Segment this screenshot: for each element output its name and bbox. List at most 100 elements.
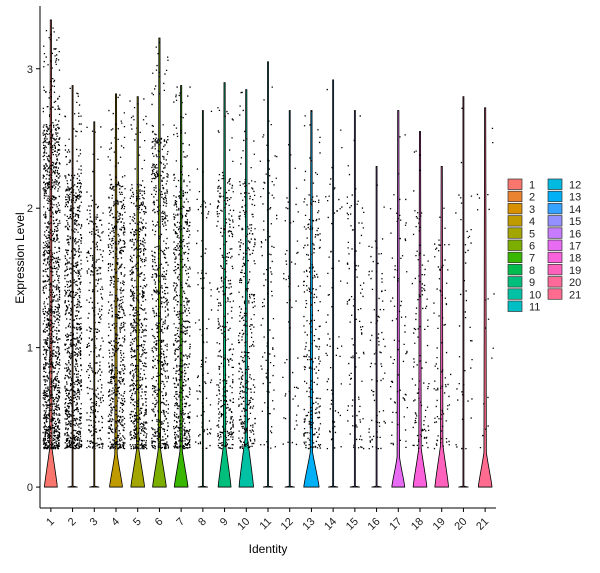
legend-swatch-12 (547, 178, 563, 190)
violin-group-14 (325, 79, 343, 488)
legend-swatch-6 (507, 239, 523, 251)
violin-2 (67, 85, 78, 488)
violin-20 (458, 96, 469, 488)
x-tick-label-6: 6 (153, 516, 166, 529)
violin-21 (477, 107, 493, 488)
violin-group-20 (455, 96, 473, 488)
points-6 (151, 41, 170, 450)
violin-11 (262, 61, 274, 488)
violin-group-2 (64, 85, 83, 488)
violin-4 (109, 93, 123, 488)
legend-item-5: 5 (507, 227, 535, 240)
violin-13 (303, 110, 320, 488)
legend-label-1: 1 (529, 180, 535, 192)
legend-swatch-8 (507, 264, 523, 276)
legend-label-3: 3 (529, 204, 535, 216)
x-tick-label-17: 17 (387, 516, 404, 533)
legend-label-12: 12 (569, 180, 581, 192)
legend-item-21: 21 (547, 288, 581, 301)
y-tick-label-3: 3 (27, 64, 33, 76)
legend-item-18: 18 (547, 251, 581, 265)
legend-swatch-15 (547, 215, 563, 227)
legend-label-14: 14 (569, 204, 581, 216)
violin-7 (173, 85, 189, 488)
violin-15 (349, 110, 360, 488)
legend-item-19: 19 (547, 264, 581, 277)
legend-label-13: 13 (569, 192, 581, 204)
violin-group-18 (411, 131, 430, 488)
legend-swatch-17 (547, 239, 563, 251)
points-4 (107, 94, 126, 450)
violin-6 (152, 37, 167, 488)
points-1 (42, 27, 61, 450)
x-tick-label-10: 10 (235, 516, 252, 533)
legend-item-9: 9 (507, 276, 535, 289)
legend-swatch-7 (507, 251, 523, 264)
x-tick-label-1: 1 (44, 516, 57, 529)
points-13 (303, 110, 322, 450)
plot-area (42, 19, 495, 488)
x-tick-label-20: 20 (452, 516, 469, 533)
x-tick-label-8: 8 (196, 516, 209, 529)
y-tick-label-1: 1 (27, 343, 33, 355)
legend-item-16: 16 (547, 227, 581, 240)
violin-3 (89, 121, 100, 488)
x-tick-label-11: 11 (258, 516, 275, 533)
legend-swatch-11 (507, 300, 523, 312)
x-tick-label-16: 16 (366, 516, 383, 533)
x-tick-label-2: 2 (66, 516, 79, 529)
violin-group-16 (368, 165, 386, 488)
points-12 (282, 144, 300, 446)
points-7 (172, 86, 191, 450)
legend-label-21: 21 (569, 289, 581, 301)
legend-swatch-3 (507, 203, 523, 215)
x-axis-label: Identity (249, 542, 288, 556)
violin-group-6 (151, 37, 170, 488)
x-tick-label-3: 3 (88, 516, 101, 529)
legend-swatch-4 (507, 215, 523, 227)
violin-group-11 (259, 61, 278, 488)
points-2 (64, 87, 83, 450)
x-tick-label-7: 7 (174, 516, 187, 529)
points-5 (129, 98, 148, 450)
x-tick-label-9: 9 (218, 516, 231, 529)
legend-swatch-16 (547, 227, 563, 239)
y-tick-label-0: 0 (27, 482, 33, 494)
violin-group-3 (86, 121, 104, 488)
violin-group-7 (172, 85, 191, 488)
legend-swatch-18 (547, 251, 563, 264)
legend-item-10: 10 (507, 288, 541, 301)
legend-label-4: 4 (529, 216, 535, 228)
legend-label-16: 16 (569, 228, 581, 240)
legend-label-8: 8 (529, 265, 535, 277)
legend-swatch-21 (547, 288, 563, 300)
violin-group-8 (194, 110, 213, 488)
x-tick-label-19: 19 (431, 516, 448, 533)
legend-item-14: 14 (547, 203, 581, 216)
legend-item-2: 2 (507, 190, 535, 204)
x-tick-label-15: 15 (344, 516, 361, 533)
legend-label-20: 20 (569, 277, 581, 289)
legend-label-18: 18 (569, 253, 581, 265)
violin-5 (130, 96, 145, 488)
legend-label-9: 9 (529, 277, 535, 289)
violin-1 (44, 19, 58, 488)
violin-group-17 (389, 110, 408, 488)
legend-item-1: 1 (507, 178, 535, 192)
violin-group-1 (42, 19, 61, 488)
violin-12 (284, 110, 295, 488)
legend-swatch-14 (547, 203, 563, 215)
legend-label-7: 7 (529, 253, 535, 265)
legend-item-13: 13 (547, 190, 581, 204)
legend-item-11: 11 (507, 300, 540, 314)
legend-label-11: 11 (529, 302, 540, 314)
x-tick-label-18: 18 (409, 516, 426, 533)
legend-item-20: 20 (547, 276, 581, 289)
violin-group-19 (433, 165, 452, 488)
x-tick-label-4: 4 (109, 516, 122, 529)
violin-group-21 (476, 107, 495, 488)
points-10 (237, 91, 256, 450)
